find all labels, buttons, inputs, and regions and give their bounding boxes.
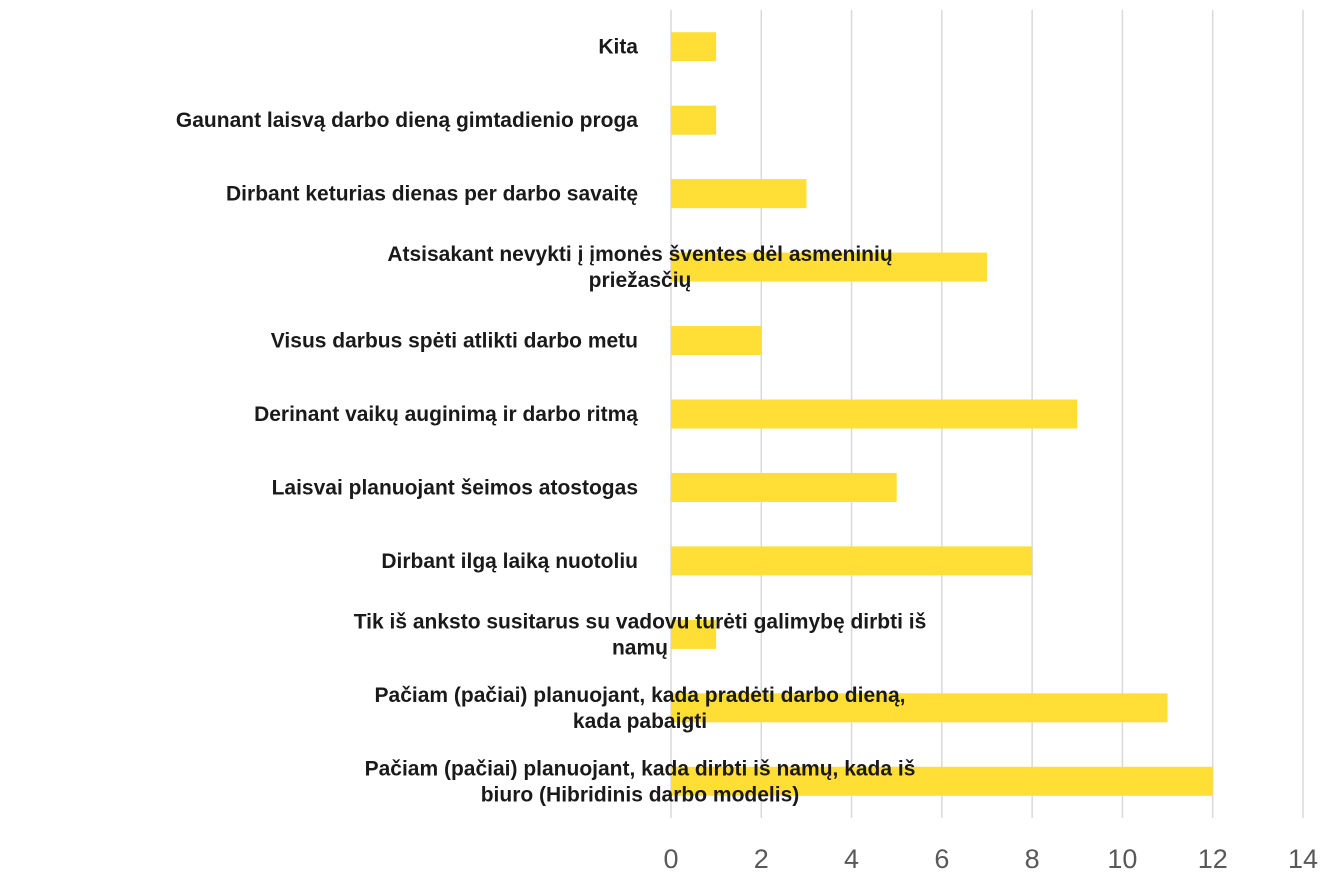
x-tick-label: 0 xyxy=(663,844,678,872)
x-tick-label: 8 xyxy=(1025,844,1040,872)
category-label: namų xyxy=(612,636,668,659)
category-label: Visus darbus spėti atlikti darbo metu xyxy=(271,330,638,353)
x-tick-label: 4 xyxy=(844,844,859,872)
bar xyxy=(671,472,897,502)
x-tick-label: 6 xyxy=(934,844,949,872)
bar xyxy=(671,179,807,209)
category-label: Kita xyxy=(598,36,638,59)
category-label: Dirbant keturias dienas per darbo savait… xyxy=(226,183,638,206)
category-label: Atsisakant nevykti į įmonės šventes dėl … xyxy=(387,243,892,266)
category-label: Pačiam (pačiai) planuojant, kada dirbti … xyxy=(365,757,916,780)
x-tick-label: 2 xyxy=(754,844,769,872)
bar xyxy=(671,399,1078,429)
category-label: Dirbant ilgą laiką nuotoliu xyxy=(381,550,638,573)
category-label: Tik iš anksto susitarus su vadovu turėti… xyxy=(354,610,927,633)
category-label: Derinant vaikų auginimą ir darbo ritmą xyxy=(254,403,638,426)
category-label: Pačiam (pačiai) planuojant, kada pradėti… xyxy=(375,684,906,707)
bar xyxy=(671,693,1168,723)
bar xyxy=(671,252,987,282)
bar xyxy=(671,105,717,135)
bar xyxy=(671,32,717,62)
category-label: Laisvai planuojant šeimos atostogas xyxy=(272,476,638,499)
bar xyxy=(671,326,762,356)
category-label: kada pabaigti xyxy=(573,710,707,733)
bar xyxy=(671,546,1033,576)
bar xyxy=(671,766,1213,796)
category-label: priežasčių xyxy=(589,269,692,292)
x-tick-label: 10 xyxy=(1107,844,1137,872)
x-tick-label: 12 xyxy=(1198,844,1228,872)
category-labels: Kita Gaunant laisvą darbo dieną gimtadien… xyxy=(176,36,926,807)
category-label: Gaunant laisvą darbo dieną gimtadienio p… xyxy=(176,109,638,132)
x-axis-tick-labels: 0 2 4 6 8 10 12 14 xyxy=(663,844,1318,872)
category-label: biuro (Hibridinis darbo modelis) xyxy=(481,783,800,806)
bar xyxy=(671,619,717,649)
bars xyxy=(671,32,1213,796)
x-tick-label: 14 xyxy=(1288,844,1318,872)
